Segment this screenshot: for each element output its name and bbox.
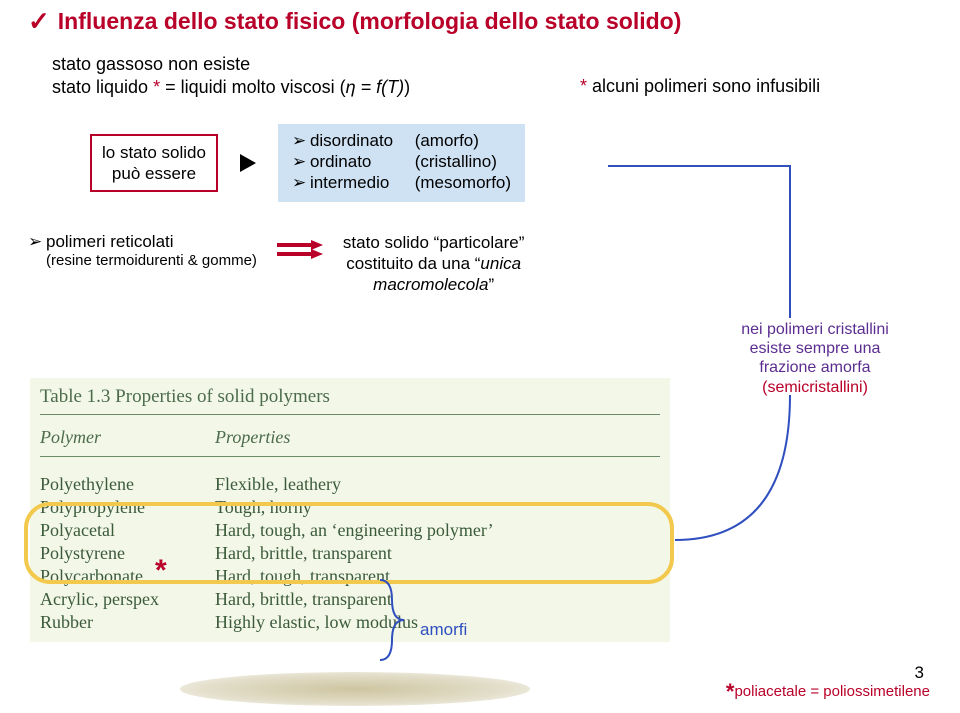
footnote-text: poliacetale = poliossimetilene — [734, 683, 930, 700]
reticolati-sub: (resine termoidurenti & gomme) — [28, 252, 257, 269]
triangle-bullet-icon: ➢ — [292, 173, 310, 193]
particolare-l3a: macromolecola — [373, 275, 488, 294]
check-icon: ✓ — [28, 8, 50, 34]
rightnote-l3: frazione amorfa — [700, 358, 930, 377]
lower-row: ➢polimeri reticolati (resine termoiduren… — [0, 232, 960, 296]
bullet-term: (cristallino) — [415, 152, 497, 171]
table-rule — [40, 414, 660, 415]
particolare-block: stato solido “particolare” costituito da… — [343, 232, 524, 296]
intro-line2-suffix: ) — [404, 77, 410, 97]
footnote: *poliacetale = poliossimetilene — [726, 679, 930, 705]
table-col1: Polymer — [40, 427, 215, 448]
slide-title: Influenza dello stato fisico (morfologia… — [58, 8, 682, 35]
table-header: Polymer Properties — [30, 417, 670, 454]
bullet-term: (mesomorfo) — [415, 173, 511, 192]
table-body: PolyethyleneFlexible, leathery Polypropy… — [30, 459, 670, 642]
particolare-l2b: unica — [480, 254, 521, 273]
rightnote-l1: nei polimeri cristallini — [700, 320, 930, 339]
rightnote-l4: (semicristallini) — [700, 378, 930, 397]
properties-table: Table 1.3 Properties of solid polymers P… — [30, 378, 670, 642]
polyacetal-star: * — [155, 554, 167, 588]
particolare-l1c: ” — [519, 233, 525, 252]
right-note: nei polimeri cristallini esiste sempre u… — [700, 320, 930, 397]
triangle-bullet-icon: ➢ — [28, 232, 46, 252]
reticolati-block: ➢polimeri reticolati (resine termoiduren… — [28, 232, 257, 269]
triangle-bullet-icon: ➢ — [292, 131, 310, 151]
table-row: PolypropyleneTough, horny — [30, 496, 670, 519]
table-col2: Properties — [215, 427, 290, 448]
table-rule — [40, 456, 660, 457]
table-row: PolycarbonateHard, tough, transparent — [30, 565, 670, 588]
intro-line2-eq: η = f(T) — [346, 77, 405, 97]
particolare-l1b: particolare — [439, 233, 518, 252]
solid-state-box: lo stato solido può essere — [90, 134, 218, 193]
box-line-2: può essere — [102, 163, 206, 184]
intro-line2-prefix: stato liquido — [52, 77, 153, 97]
rightnote-l2: esiste sempre una — [700, 339, 930, 358]
table-row: PolyacetalHard, tough, an ‘engineering p… — [30, 519, 670, 542]
aside-star: * — [580, 76, 592, 96]
double-arrow-icon — [277, 240, 323, 258]
aside-note: * alcuni polimeri sono infusibili — [580, 76, 820, 97]
bullet-label: intermedio — [310, 173, 410, 193]
middle-row: lo stato solido può essere ➢disordinato … — [0, 124, 960, 202]
table-row: RubberHighly elastic, low modulus — [30, 611, 670, 634]
table-title: Table 1.3 Properties of solid polymers — [30, 378, 670, 412]
highlight-ellipse-rubber — [180, 672, 530, 706]
bullet-row: ➢disordinato (amorfo) — [292, 131, 511, 151]
intro-line-1: stato gassoso non esiste — [52, 53, 930, 76]
table-row: PolystyreneHard, brittle, transparent — [30, 542, 670, 565]
amorfi-label: amorfi — [420, 620, 467, 640]
aside-text: alcuni polimeri sono infusibili — [592, 76, 820, 96]
reticolati-main: polimeri reticolati — [46, 232, 174, 251]
state-bullets: ➢disordinato (amorfo) ➢ordinato (cristal… — [278, 124, 525, 202]
arrow-icon — [240, 154, 256, 172]
particolare-l1a: stato solido “ — [343, 233, 439, 252]
particolare-l2a: costituito da una “ — [346, 254, 480, 273]
bullet-label: ordinato — [310, 152, 410, 172]
bullet-row: ➢ordinato (cristallino) — [292, 152, 511, 172]
table-row: PolyethyleneFlexible, leathery — [30, 473, 670, 496]
bullet-label: disordinato — [310, 131, 410, 151]
intro-line2-mid: = liquidi molto viscosi ( — [160, 77, 346, 97]
bullet-row: ➢intermedio (mesomorfo) — [292, 173, 511, 193]
slide-title-row: ✓ Influenza dello stato fisico (morfolog… — [0, 0, 960, 35]
triangle-bullet-icon: ➢ — [292, 152, 310, 172]
bullet-term: (amorfo) — [415, 131, 479, 150]
box-line-1: lo stato solido — [102, 142, 206, 163]
table-row: Acrylic, perspexHard, brittle, transpare… — [30, 588, 670, 611]
particolare-l3b: ” — [488, 275, 494, 294]
